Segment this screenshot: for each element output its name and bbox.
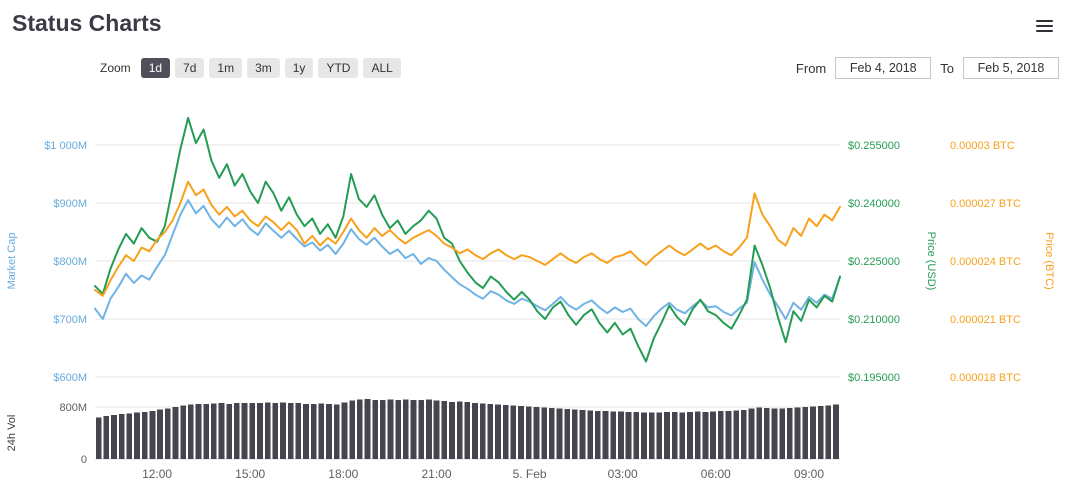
- volume-bars: [95, 399, 839, 460]
- market-cap-axis-labels: $600M $700M $800M $900M $1 000M: [44, 140, 87, 384]
- price-btc-axis-title: Price (BTC): [1043, 232, 1055, 289]
- svg-text:0.00003 BTC: 0.00003 BTC: [950, 140, 1015, 152]
- market-cap-series-line: [94, 199, 841, 327]
- svg-text:0.000021 BTC: 0.000021 BTC: [950, 314, 1021, 326]
- price-btc-axis-labels: 0.000018 BTC 0.000021 BTC 0.000024 BTC 0.00…: [950, 140, 1021, 384]
- svg-text:$0.195000: $0.195000: [848, 372, 900, 384]
- svg-text:0.000027 BTC: 0.000027 BTC: [950, 198, 1021, 210]
- svg-text:800M: 800M: [59, 402, 87, 414]
- volume-axis-labels: 0 800M: [59, 402, 87, 466]
- svg-text:$1 000M: $1 000M: [44, 140, 87, 152]
- price-usd-series-line: [94, 116, 841, 363]
- price-btc-series-line: [94, 180, 841, 297]
- svg-text:03:00: 03:00: [608, 467, 638, 481]
- to-label: To: [940, 60, 954, 76]
- to-date-input[interactable]: [963, 57, 1059, 79]
- zoom-button-1m[interactable]: 1m: [209, 58, 243, 78]
- zoom-button-1d[interactable]: 1d: [140, 58, 171, 78]
- svg-text:$0.240000: $0.240000: [848, 198, 900, 210]
- svg-text:5. Feb: 5. Feb: [513, 467, 547, 481]
- from-label: From: [795, 60, 827, 76]
- svg-text:18:00: 18:00: [328, 467, 358, 481]
- price-usd-axis-title: Price (USD): [925, 232, 937, 291]
- page-title: Status Charts: [12, 10, 162, 36]
- from-date-input[interactable]: [835, 57, 932, 79]
- header: Status Charts: [0, 0, 1071, 37]
- zoom-button-3m[interactable]: 3m: [247, 58, 280, 78]
- toolbar: Zoom 1d 7d 1m 3m 1y YTD ALL From To: [0, 57, 1071, 79]
- svg-text:12:00: 12:00: [142, 467, 172, 481]
- hamburger-menu-icon[interactable]: [1036, 17, 1053, 35]
- svg-text:$0.255000: $0.255000: [848, 140, 900, 152]
- market-cap-axis-title: Market Cap: [6, 233, 18, 290]
- svg-text:$0.225000: $0.225000: [848, 256, 900, 268]
- price-chart[interactable]: $600M $700M $800M $900M $1 000M $0.195000 $0.2…: [0, 87, 1071, 500]
- svg-text:15:00: 15:00: [235, 467, 265, 481]
- svg-text:06:00: 06:00: [701, 467, 731, 481]
- svg-text:09:00: 09:00: [794, 467, 824, 481]
- date-range: From To: [796, 57, 1059, 79]
- svg-text:$700M: $700M: [53, 314, 87, 326]
- volume-axis-title: 24h Vol: [6, 415, 18, 452]
- svg-text:0.000018 BTC: 0.000018 BTC: [950, 372, 1021, 384]
- zoom-button-1y[interactable]: 1y: [284, 58, 314, 78]
- svg-text:$900M: $900M: [53, 198, 87, 210]
- zoom-label: Zoom: [100, 61, 131, 75]
- svg-text:$0.210000: $0.210000: [848, 314, 900, 326]
- price-usd-axis-labels: $0.195000 $0.210000 $0.225000 $0.240000 $0.2…: [848, 140, 900, 384]
- zoom-button-all[interactable]: ALL: [363, 58, 401, 78]
- x-axis-labels: 12:00 15:00 18:00 21:00 5. Feb 03:00 06:00 09:0…: [142, 467, 824, 481]
- svg-text:0.000024 BTC: 0.000024 BTC: [950, 256, 1021, 268]
- svg-text:$600M: $600M: [53, 372, 87, 384]
- zoom-button-7d[interactable]: 7d: [175, 58, 205, 78]
- svg-text:21:00: 21:00: [421, 467, 451, 481]
- svg-text:0: 0: [81, 454, 87, 466]
- svg-text:$800M: $800M: [53, 256, 87, 268]
- zoom-button-ytd[interactable]: YTD: [318, 58, 359, 78]
